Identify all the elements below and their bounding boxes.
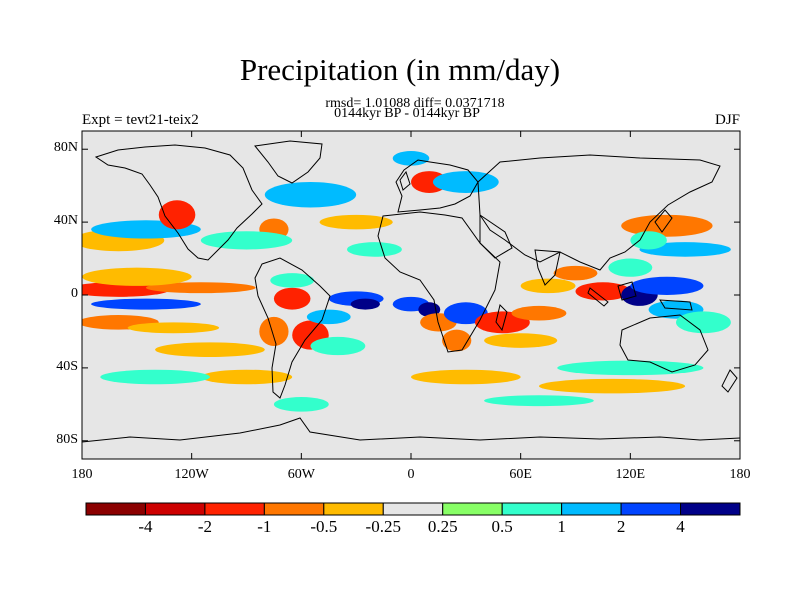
y-tick-label: 40N <box>53 213 78 229</box>
anomaly-region <box>608 258 653 277</box>
coastline-australia <box>619 314 709 373</box>
anomaly-region <box>264 182 357 208</box>
colorbar-box <box>620 502 682 516</box>
stats-line: rmsd= 1.01088 diff= 0.0371718 <box>325 96 505 111</box>
anomaly-region <box>484 395 594 407</box>
anomaly-region <box>392 151 430 166</box>
x-tick-label: 60E <box>509 467 532 482</box>
coastline-sumatra <box>587 287 609 307</box>
anomaly-region <box>319 214 393 230</box>
y-tick-label: 80S <box>56 431 78 447</box>
axis-ticks <box>81 131 741 459</box>
anomaly-region <box>630 276 704 295</box>
anomaly-region <box>200 231 293 250</box>
colorbar-box <box>680 502 741 516</box>
colorbar-label: 2 <box>616 517 626 536</box>
x-tick-label: 60W <box>287 467 315 482</box>
coastline-uk <box>399 170 411 191</box>
coastline-antarctica <box>82 417 740 443</box>
colorbar-box <box>382 502 444 516</box>
coastline-greenland <box>254 140 323 184</box>
anomaly-region <box>273 287 311 310</box>
anomaly-region <box>538 378 686 394</box>
anomaly-region <box>411 369 521 385</box>
colorbar-box <box>561 502 622 516</box>
coastline-asia <box>477 154 721 271</box>
colorbar <box>85 502 741 516</box>
anomaly-region <box>484 333 558 348</box>
anomaly-region <box>347 242 402 257</box>
colorbar-label: 1 <box>557 517 566 536</box>
colorbar-label: -4 <box>138 517 153 536</box>
colorbar-box <box>501 502 563 516</box>
anomaly-region <box>310 336 366 356</box>
anomaly-region <box>91 298 201 310</box>
coastline-south-america <box>254 257 331 399</box>
anomaly-region <box>630 231 667 250</box>
x-tick-label: 120E <box>615 467 646 482</box>
colorbar-box <box>263 502 325 516</box>
colorbar-box <box>85 502 146 516</box>
anomaly-region <box>575 282 631 301</box>
anomaly-region <box>676 311 731 334</box>
anomaly-region <box>200 369 293 385</box>
anomaly-region <box>553 265 598 281</box>
anomaly-region <box>259 316 289 347</box>
anomaly-region <box>350 298 380 310</box>
coastline-india <box>534 249 561 286</box>
anomaly-region <box>520 278 576 294</box>
anomaly-region <box>557 360 704 376</box>
experiment-label: Expt = tevt21-teix2 <box>82 112 199 128</box>
colorbar-label: -0.25 <box>365 517 401 536</box>
anomaly-region <box>145 282 256 294</box>
coastline-north-america <box>94 144 263 261</box>
anomaly-region <box>155 342 265 357</box>
x-tick-label: 180 <box>71 467 93 482</box>
colorbar-label: 0.5 <box>491 517 513 536</box>
season-label: DJF <box>714 112 740 128</box>
colorbar-label: -1 <box>257 517 272 536</box>
colorbar-label: -2 <box>197 517 212 536</box>
coastline-new-zealand <box>721 369 738 393</box>
colorbar-box <box>323 502 384 516</box>
anomaly-region <box>432 171 499 193</box>
colorbar-label: 0.25 <box>427 517 458 536</box>
plot-title: Precipitation (in mm/day) <box>239 52 561 87</box>
anomaly-region <box>306 309 351 325</box>
coastline-africa <box>377 211 501 353</box>
coastline-arabia <box>479 214 513 259</box>
colorbar-box <box>442 502 503 516</box>
anomaly-field <box>82 151 731 412</box>
coastline-new-guinea <box>659 299 693 311</box>
coastlines <box>82 140 740 443</box>
coastline-japan <box>654 209 673 233</box>
anomaly-region <box>82 267 192 286</box>
anomaly-region <box>82 282 170 297</box>
anomaly-region <box>270 273 315 288</box>
anomaly-region <box>511 305 567 321</box>
y-tick-label: 80N <box>53 140 78 156</box>
x-tick-label: 180 <box>729 467 751 482</box>
colorbar-label: -0.5 <box>310 517 338 536</box>
anomaly-region <box>273 397 329 412</box>
coastline-borneo <box>617 281 637 301</box>
y-tick-label: 40S <box>56 358 78 374</box>
anomaly-region <box>158 200 196 230</box>
coastline-madagascar <box>495 304 508 332</box>
x-tick-label: 120W <box>174 467 209 482</box>
coastline-europe <box>395 159 479 213</box>
anomaly-region <box>100 369 210 385</box>
period-line: 0144kyr BP - 0144kyr BP <box>334 106 480 121</box>
x-tick-label: 0 <box>407 467 415 482</box>
colorbar-label: 4 <box>676 517 685 536</box>
anomaly-region <box>127 322 220 334</box>
colorbar-box <box>204 502 265 516</box>
y-tick-label: 0 <box>71 286 78 301</box>
colorbar-box <box>144 502 206 516</box>
